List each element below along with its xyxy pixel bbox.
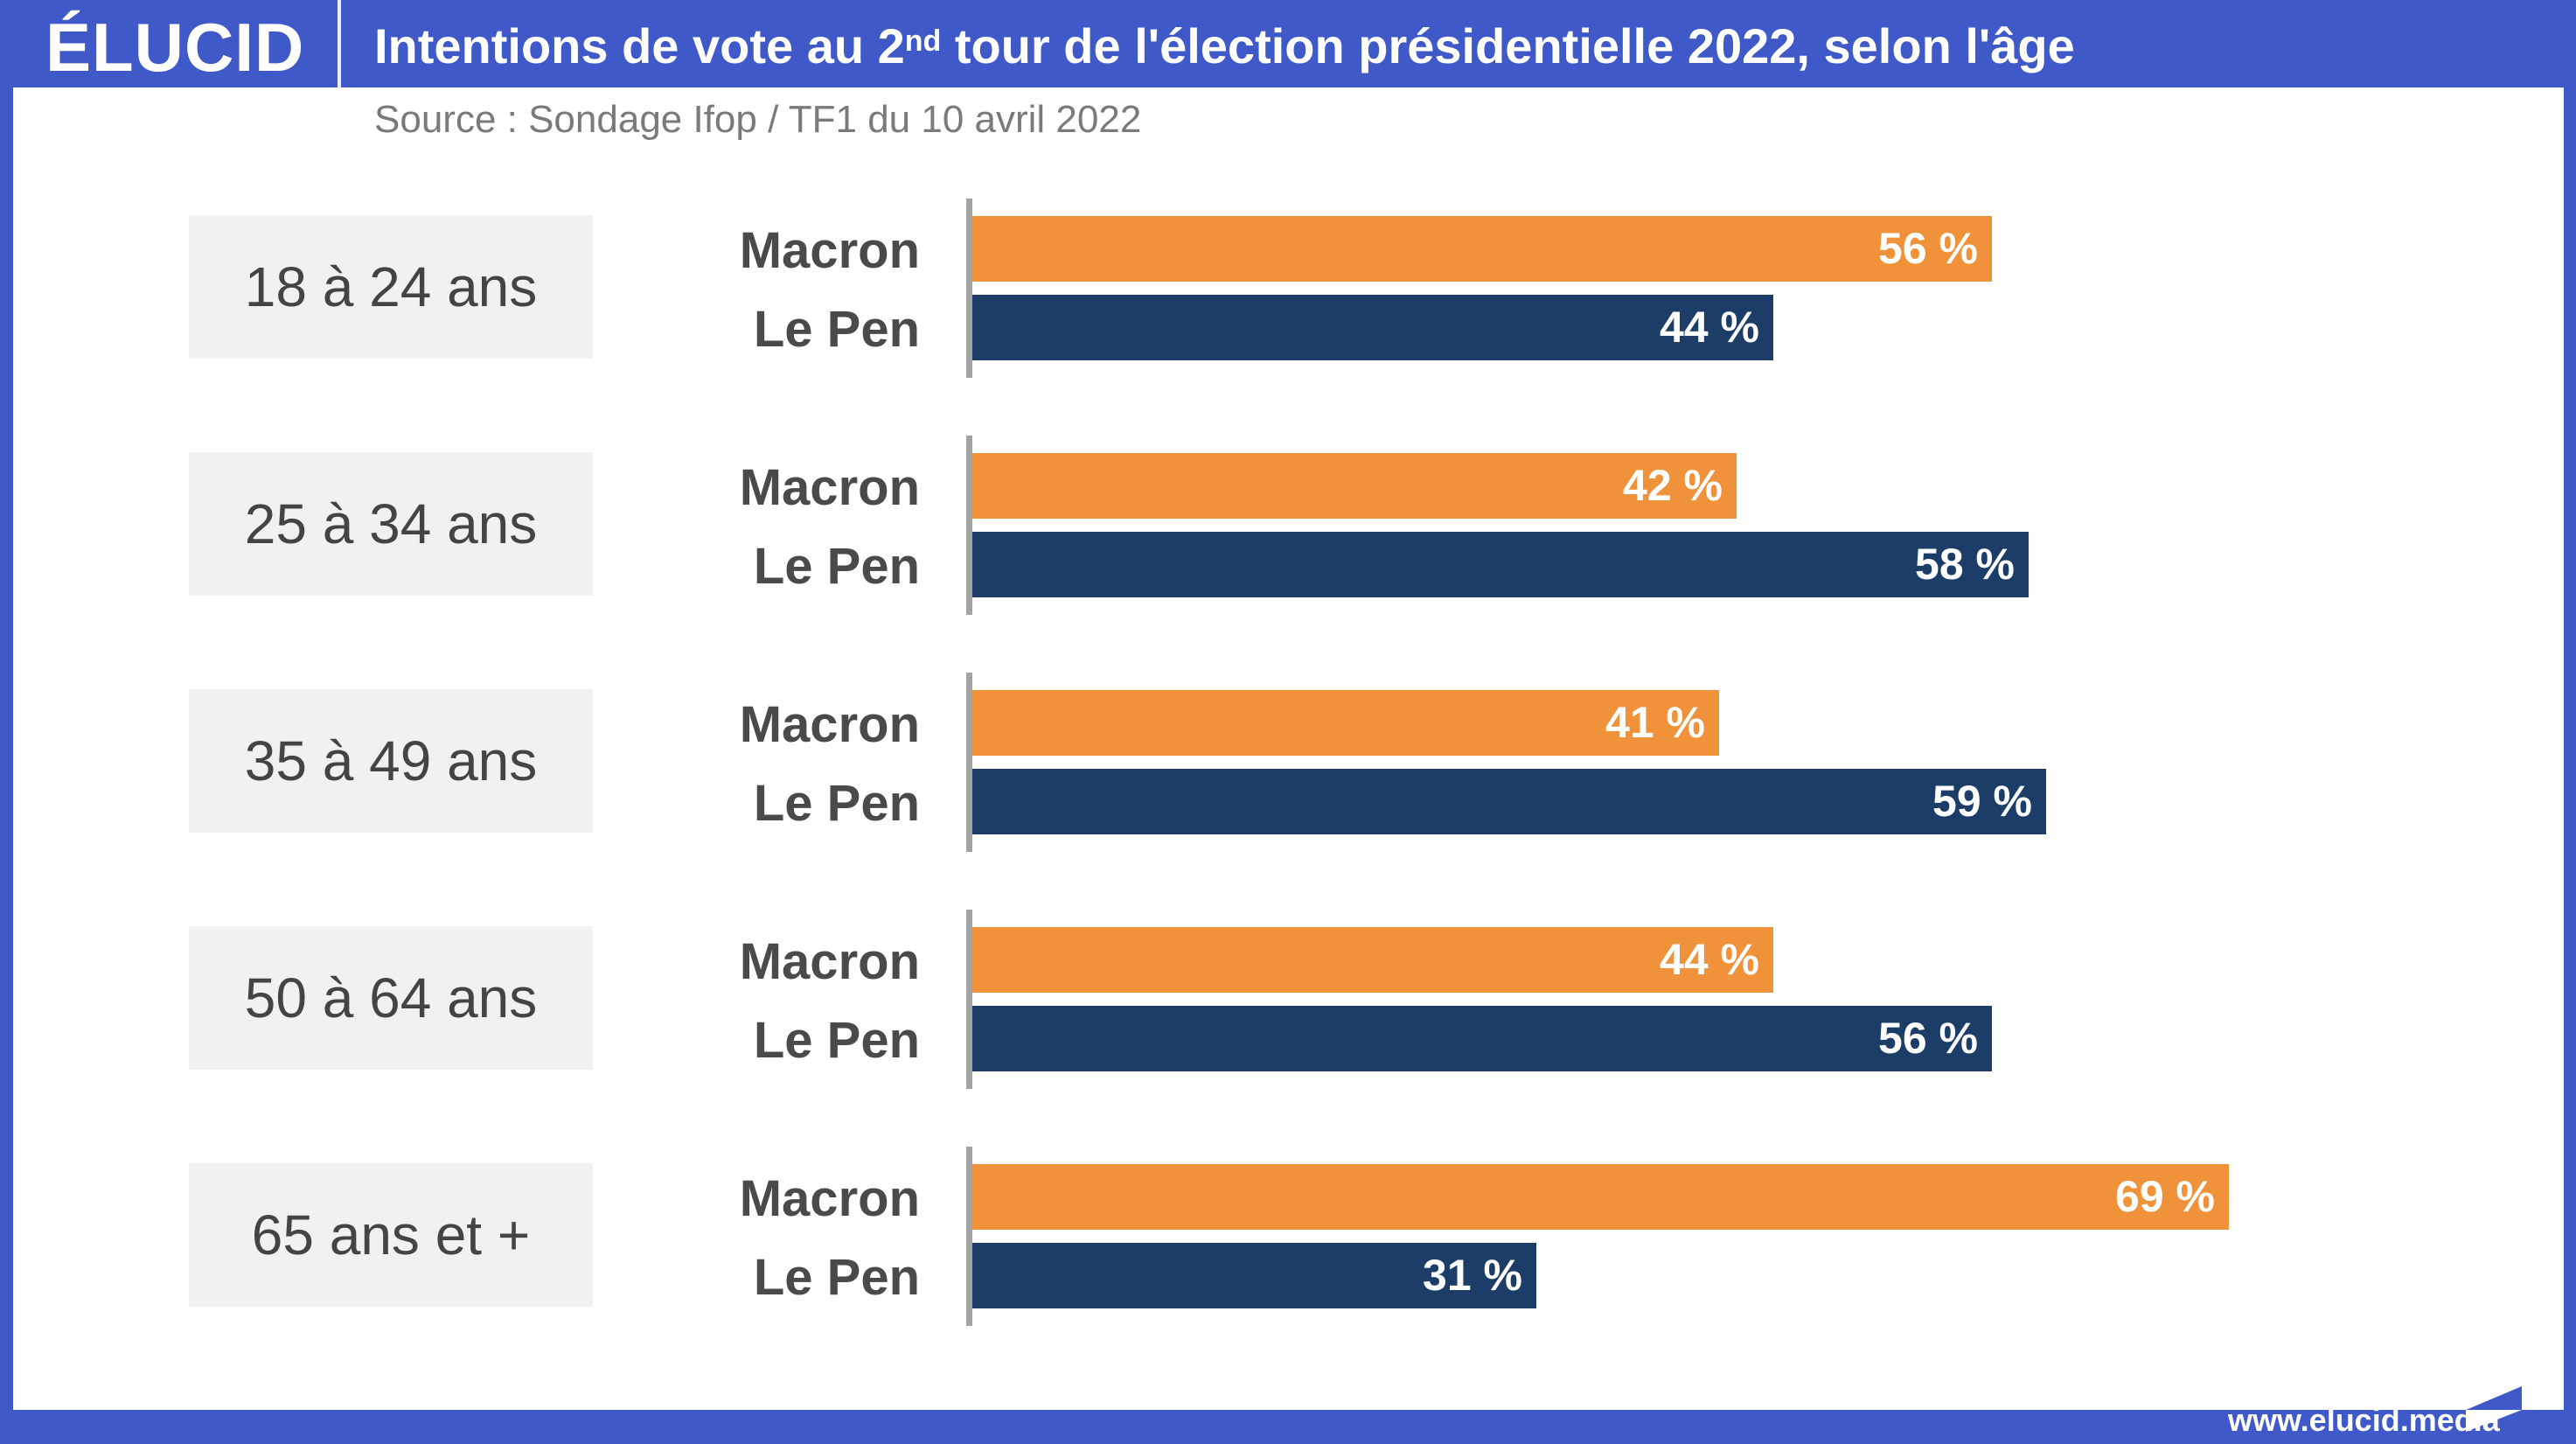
bar-macron: 44 %	[972, 927, 1773, 993]
candidate-label: Macron	[739, 1170, 920, 1227]
candidate-label: Macron	[739, 222, 920, 279]
axis-line	[966, 436, 972, 615]
candidate-label: Le Pen	[753, 775, 920, 832]
footer-bar	[0, 1410, 2576, 1444]
bar-le-pen: 58 %	[972, 532, 2029, 597]
candidate-label: Le Pen	[753, 301, 920, 358]
bar-macron: 42 %	[972, 453, 1737, 519]
bar-macron: 69 %	[972, 1164, 2229, 1230]
header-divider	[338, 0, 341, 87]
axis-line	[966, 1147, 972, 1326]
data-label: 59 %	[1932, 777, 2032, 826]
data-label: 41 %	[1605, 698, 1705, 747]
elucid-logo: ÉLUCID	[45, 9, 305, 86]
data-label: 44 %	[1660, 935, 1759, 984]
data-label: 42 %	[1623, 461, 1723, 510]
age-group-label: 50 à 64 ans	[189, 926, 593, 1070]
axis-line	[966, 199, 972, 378]
elucid-mark-icon	[2466, 1386, 2522, 1432]
bar-macron: 41 %	[972, 690, 1719, 756]
data-label: 56 %	[1878, 224, 1978, 273]
candidate-label: Macron	[739, 696, 920, 753]
title-part-2: tour de l'élection présidentielle 2022, …	[941, 18, 2075, 73]
data-label: 31 %	[1423, 1251, 1522, 1300]
axis-line	[966, 910, 972, 1089]
age-group-label: 25 à 34 ans	[189, 452, 593, 596]
candidate-label: Macron	[739, 933, 920, 990]
candidate-label: Le Pen	[753, 1012, 920, 1069]
mark-lower-triangle	[2466, 1410, 2522, 1432]
mark-upper-triangle	[2466, 1386, 2522, 1410]
header-bar	[0, 0, 2576, 87]
data-label: 56 %	[1878, 1014, 1978, 1063]
bar-le-pen: 44 %	[972, 295, 1773, 360]
age-group-label: 65 ans et +	[189, 1163, 593, 1307]
chart-source: Source : Sondage Ifop / TF1 du 10 avril …	[374, 98, 1142, 141]
candidate-label: Le Pen	[753, 538, 920, 595]
bar-macron: 56 %	[972, 216, 1992, 282]
title-part-1: Intentions de vote au 2	[374, 18, 905, 73]
bar-le-pen: 56 %	[972, 1006, 1992, 1071]
axis-line	[966, 673, 972, 852]
bar-le-pen: 59 %	[972, 769, 2046, 834]
footer-url[interactable]: www.elucid.media	[2228, 1402, 2500, 1438]
age-group-label: 18 à 24 ans	[189, 215, 593, 359]
chart-title: Intentions de vote au 2nd tour de l'élec…	[374, 16, 2075, 77]
data-label: 44 %	[1660, 303, 1759, 352]
title-superscript: nd	[904, 24, 942, 58]
candidate-label: Le Pen	[753, 1249, 920, 1306]
age-group-label: 35 à 49 ans	[189, 689, 593, 833]
data-label: 58 %	[1915, 540, 2015, 589]
data-label: 69 %	[2115, 1172, 2215, 1221]
bar-le-pen: 31 %	[972, 1243, 1536, 1308]
candidate-label: Macron	[739, 459, 920, 516]
